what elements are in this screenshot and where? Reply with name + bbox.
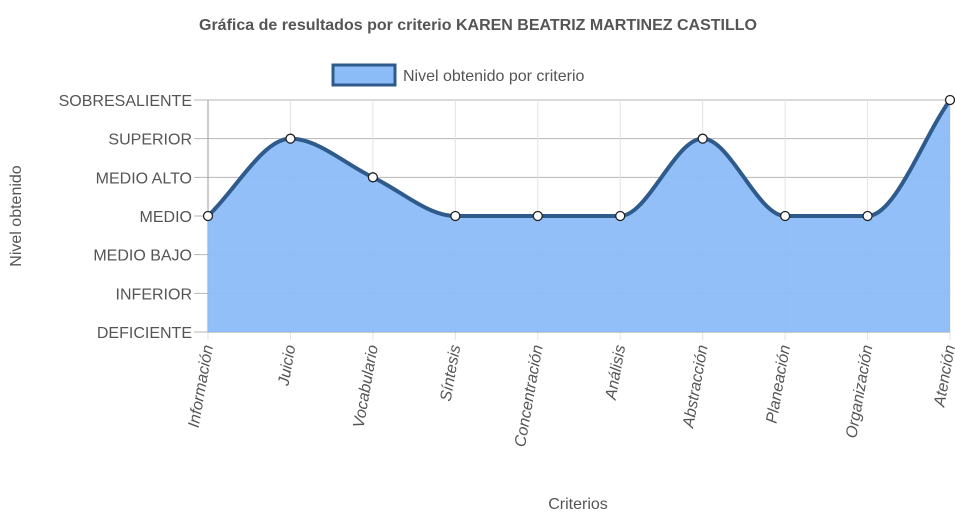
data-point-3[interactable] <box>367 172 379 183</box>
data-point-7[interactable] <box>697 133 708 144</box>
y-tick-label: INFERIOR <box>116 286 192 303</box>
data-point-5[interactable] <box>532 210 543 222</box>
y-tick-label: MEDIO <box>140 209 192 226</box>
x-tick-label: Abstracción <box>680 344 711 430</box>
y-axis-ticks: DEFICIENTE INFERIOR MEDIO BAJO MEDIO MEDIO A… <box>59 93 192 342</box>
x-tick-label: Planeación <box>764 344 795 425</box>
data-point-10[interactable] <box>944 94 955 106</box>
x-axis-label: Criterios <box>548 496 608 513</box>
x-tick-label: Análisis <box>603 344 629 402</box>
data-point-9[interactable] <box>862 210 873 222</box>
x-tick-label: Juicio <box>275 344 299 388</box>
y-tick-label: DEFICIENTE <box>97 325 192 342</box>
x-tick-label: Vocabulario <box>351 344 382 430</box>
data-points <box>202 94 955 222</box>
y-tick-label: MEDIO BAJO <box>93 248 192 265</box>
data-point-1[interactable] <box>202 210 214 222</box>
y-tick-label: MEDIO ALTO <box>96 170 192 187</box>
data-point-4[interactable] <box>450 210 461 222</box>
data-point-8[interactable] <box>779 210 791 222</box>
data-point-6[interactable] <box>615 210 626 222</box>
x-tick-label: Síntesis <box>438 344 465 403</box>
legend[interactable]: Nivel obtenido por criterio <box>331 63 585 87</box>
legend-label: Nivel obtenido por criterio <box>403 68 585 85</box>
y-tick-label: SUPERIOR <box>108 132 192 149</box>
y-axis-label: Nivel obtenido <box>8 165 25 267</box>
legend-swatch <box>331 63 397 87</box>
x-tick-label: Atención <box>931 344 955 409</box>
chart-title: Gráfica de resultados por criterio KAREN… <box>199 17 757 34</box>
series-line <box>206 98 952 219</box>
data-point-2[interactable] <box>285 133 296 144</box>
x-axis-ticks: Información Juicio Vocabulario Síntesis Conc… <box>186 344 955 449</box>
x-tick-label: Concentración <box>512 344 547 449</box>
x-tick-label: Información <box>186 344 217 429</box>
y-tick-label: SOBRESALIENTE <box>59 93 192 110</box>
x-tick-label: Organización <box>843 344 876 440</box>
